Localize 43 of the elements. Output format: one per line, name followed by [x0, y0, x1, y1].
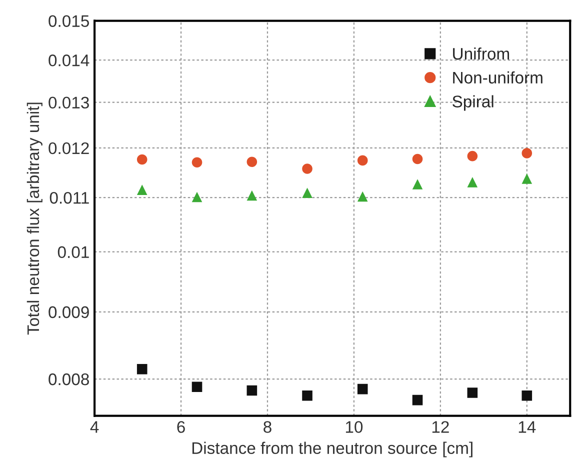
point [522, 174, 532, 184]
point [302, 188, 312, 198]
y-tick-label: 0.01 [58, 246, 89, 258]
point [192, 192, 202, 202]
point [412, 179, 423, 190]
legend-label: Spiral [452, 95, 494, 111]
point [136, 364, 148, 374]
point [192, 157, 202, 168]
point [136, 154, 148, 165]
x-tick-label: 14 [518, 421, 536, 433]
point [192, 382, 202, 392]
y-axis-title: Total neutron flux [arbitrary unit] [26, 102, 42, 335]
point [522, 148, 532, 158]
y-tick-label: 0.009 [48, 306, 89, 318]
legend-label: Non-uniform [453, 71, 542, 84]
y-tick-label: 0.011 [50, 192, 89, 204]
point [467, 177, 478, 188]
y-tick-label: 0.012 [48, 142, 89, 154]
point [357, 191, 368, 202]
point [522, 390, 532, 401]
point [467, 150, 478, 162]
point [302, 164, 312, 174]
point [412, 154, 423, 164]
y-tick-label: 0.008 [48, 373, 89, 386]
x-axis-title: Distance from the neutron source [cm] [192, 442, 472, 458]
point [246, 156, 258, 168]
point [136, 184, 148, 195]
y-tick-label: 0.013 [48, 96, 89, 109]
x-tick-label: 6 [177, 421, 185, 433]
point [246, 190, 258, 201]
point [302, 390, 312, 401]
y-tick-label: 0.014 [48, 54, 90, 66]
x-tick-label: 4 [90, 421, 99, 433]
x-tick-label: 12 [432, 421, 449, 433]
x-tick-label: 8 [264, 421, 272, 433]
point [246, 385, 258, 396]
point [357, 384, 368, 394]
point [467, 388, 478, 398]
point [412, 394, 423, 406]
y-tick-label: 0.015 [48, 15, 89, 27]
point [357, 155, 368, 166]
legend-label: Unifrom [453, 47, 510, 60]
x-tick-label: 10 [346, 421, 363, 433]
